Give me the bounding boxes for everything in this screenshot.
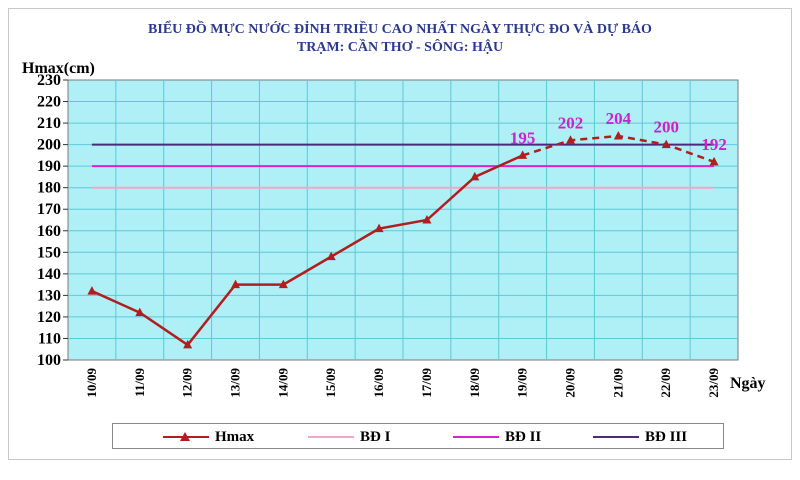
hmax-point: [661, 139, 671, 149]
chart-title: BIỂU ĐỒ MỰC NƯỚC ĐỈNH TRIỀU CAO NHẤT NGÀ…: [148, 22, 652, 37]
x-tick-label: 10/09: [84, 368, 99, 398]
legend-item: BĐ II: [453, 427, 541, 447]
legend-label: BĐ III: [645, 428, 688, 445]
y-tick-label: 120: [37, 309, 61, 326]
series-line-hmax-observed: [91, 154, 524, 347]
legend-swatch: [453, 436, 499, 438]
data-label: 200: [653, 118, 679, 137]
y-tick-label: 230: [37, 72, 61, 89]
y-tick-label: 210: [37, 115, 61, 132]
y-tick-label: 160: [37, 223, 61, 240]
x-tick-label: 23/09: [706, 368, 721, 398]
legend-item: Hmax: [163, 427, 254, 447]
legend-label: BĐ I: [360, 428, 391, 445]
hmax-point: [87, 286, 97, 295]
data-label: 192: [701, 135, 727, 154]
data-label: 204: [606, 109, 632, 128]
chart-frame: [8, 8, 792, 460]
x-tick-label: 22/09: [658, 368, 673, 398]
hmax-point: [566, 135, 575, 144]
y-tick-label: 150: [37, 244, 61, 261]
legend-swatch: [308, 436, 354, 438]
hmax-point: [278, 279, 288, 289]
legend-item: BĐ III: [593, 427, 687, 447]
x-tick-label: 21/09: [610, 368, 625, 398]
hmax-point: [518, 150, 528, 159]
hmax-point: [613, 131, 623, 140]
x-tick-label: 17/09: [419, 368, 434, 398]
y-tick-label: 140: [37, 266, 61, 283]
legend-item: BĐ I: [308, 427, 390, 447]
hmax-point: [709, 156, 719, 166]
hmax-point: [231, 279, 240, 289]
hmax-point: [422, 215, 432, 224]
hmax-point: [183, 339, 193, 349]
x-tick-label: 15/09: [323, 368, 338, 398]
y-tick-label: 190: [37, 158, 61, 175]
x-tick-label: 20/09: [563, 368, 578, 398]
legend: Hmax BĐ I BĐ II BĐ III: [112, 423, 724, 449]
chart-subtitle: TRẠM: CẦN THƠ - SÔNG: HẬU: [296, 40, 504, 55]
legend-marker: [180, 432, 190, 441]
y-tick-label: 200: [37, 137, 61, 154]
hmax-point: [326, 251, 336, 261]
data-label: 202: [558, 113, 584, 132]
x-tick-label: 11/09: [132, 368, 147, 397]
y-axis-label: Hmax(cm): [22, 60, 95, 77]
hmax-point: [374, 223, 384, 233]
x-tick-label: 16/09: [371, 368, 386, 398]
legend-label: Hmax: [215, 428, 255, 445]
legend-swatch: [163, 432, 209, 441]
x-tick-label: 13/09: [228, 368, 243, 398]
data-label: 195: [510, 128, 536, 147]
x-tick-label: 19/09: [515, 368, 530, 398]
hmax-point: [470, 171, 480, 181]
y-tick-label: 170: [37, 201, 61, 218]
x-tick-label: 18/09: [467, 368, 482, 398]
line-chart: Hmax(cm) 100 110 120 130 140 150 160 170 180 190 2…: [22, 60, 766, 398]
x-axis-title: Ngày: [730, 375, 766, 392]
y-tick-label: 220: [37, 94, 61, 111]
x-tick-label: 14/09: [275, 368, 290, 398]
legend-swatch: [593, 436, 639, 438]
legend-label: BĐ II: [505, 428, 542, 445]
y-tick-label: 130: [37, 287, 61, 304]
x-tick-label: 12/09: [180, 368, 195, 398]
y-tick-label: 100: [37, 352, 61, 369]
hmax-point: [135, 307, 145, 317]
y-tick-label: 180: [37, 180, 61, 197]
y-tick-label: 110: [38, 330, 61, 347]
